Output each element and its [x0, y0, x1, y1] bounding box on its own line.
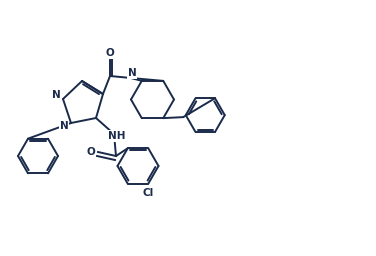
Text: N: N	[127, 68, 136, 78]
Text: NH: NH	[108, 131, 126, 141]
Text: O: O	[106, 48, 114, 58]
Text: O: O	[86, 147, 96, 157]
Text: N: N	[60, 121, 68, 131]
Text: Cl: Cl	[143, 188, 154, 198]
Text: N: N	[52, 90, 61, 100]
